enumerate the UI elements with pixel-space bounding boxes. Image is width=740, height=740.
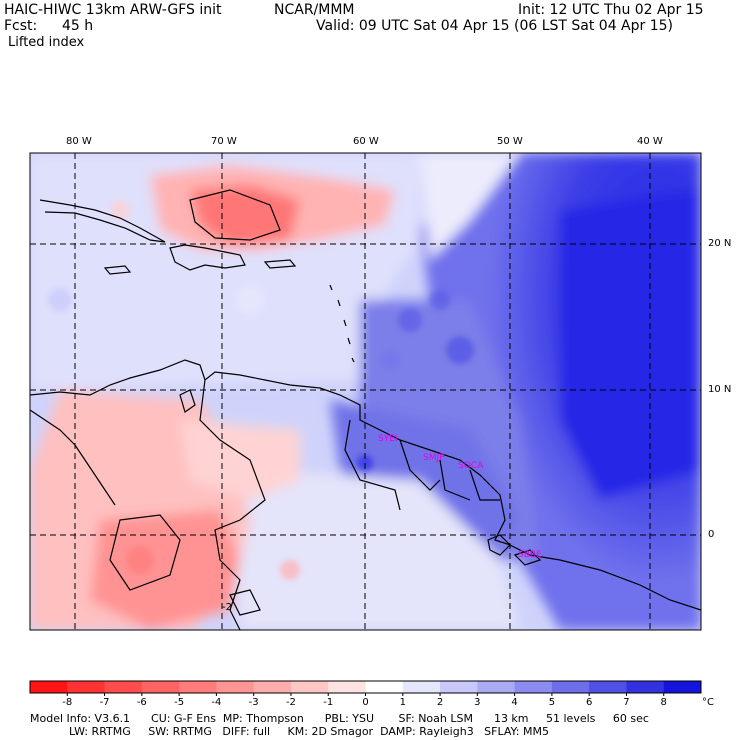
model-title: HAIC-HIWC 13km ARW-GFS init [4, 2, 222, 18]
colorbar-swatch [626, 681, 665, 693]
lon-label-70w: 70 W [211, 136, 237, 147]
colorbar-swatch [67, 681, 106, 693]
colorbar-tick-label: -7 [100, 697, 110, 708]
coastlines [30, 189, 701, 630]
colorbar-tick-label: 5 [549, 697, 555, 708]
colorbar-tick-label: 6 [586, 697, 592, 708]
map-frame [29, 152, 702, 631]
init-time: Init: 12 UTC Thu 02 Apr 15 [518, 2, 704, 18]
colorbar-tick-label: -1 [323, 697, 333, 708]
colorbar-swatch [253, 681, 292, 693]
colorbar-swatch [216, 681, 255, 693]
colorbar: -8 -7 -6 -5 -4 -3 -2 -1 0 1 2 3 4 5 6 7 8 °C [29, 680, 714, 708]
station-labels: SYEI SMJP SOCA SBBE [378, 434, 542, 560]
station-label-sbbe: SBBE [518, 550, 542, 560]
colorbar-tick-label: -5 [174, 697, 184, 708]
colorbar-swatch [179, 681, 217, 693]
colorbar-swatch [402, 681, 441, 693]
colorbar-swatch [328, 681, 366, 693]
contour-label: -2 [222, 602, 232, 613]
lon-label-50w: 50 W [497, 136, 523, 147]
colorbar-swatch [589, 681, 627, 693]
lon-label-40w: 40 W [637, 136, 663, 147]
colorbar-tick-label: 8 [661, 697, 667, 708]
lat-label-10n: 10 N [708, 384, 732, 395]
colorbar-tick-label: 3 [474, 697, 480, 708]
colorbar-swatch [104, 681, 143, 693]
map-panel [30, 153, 701, 630]
station-label-smjp: SMJP [423, 453, 445, 463]
colorbar-tick-label: 0 [362, 697, 368, 708]
colorbar-swatch [551, 681, 590, 693]
lon-label-80w: 80 W [66, 136, 92, 147]
lon-label-60w: 60 W [353, 136, 379, 147]
colorbar-tick-label: -6 [137, 697, 147, 708]
colorbar-swatch [477, 681, 516, 693]
forecast-hour: 45 h [62, 18, 94, 34]
colorbar-swatch [440, 681, 478, 693]
colorbar-tick-label: 7 [623, 697, 629, 708]
colorbar-tick-label: -4 [211, 697, 221, 708]
lat-label-20n: 20 N [708, 238, 732, 249]
colorbar-swatch [141, 681, 180, 693]
colorbar-tick-label: -2 [286, 697, 296, 708]
station-label-soca: SOCA [458, 461, 484, 471]
field-name: Lifted index [8, 35, 85, 50]
colorbar-swatch [30, 681, 68, 693]
colorbar-unit: °C [702, 697, 714, 708]
valid-time: Valid: 09 UTC Sat 04 Apr 15 (06 LST Sat … [316, 18, 674, 34]
colorbar-swatch [663, 681, 702, 693]
colorbar-tick-label: 2 [437, 697, 443, 708]
colorbar-swatch [365, 681, 404, 693]
model-info-line1: Model Info: V3.6.1 CU: G-F Ens MP: Thomp… [30, 712, 649, 725]
colorbar-swatch [514, 681, 553, 693]
org-label: NCAR/MMM [274, 2, 355, 18]
lat-lon-grid [30, 153, 701, 630]
model-info-line2: LW: RRTMG SW: RRTMG DIFF: full KM: 2D Sm… [69, 725, 549, 738]
colorbar-tick-label: 4 [511, 697, 517, 708]
colorbar-swatch [290, 681, 329, 693]
colorbar-tick-label: -3 [249, 697, 259, 708]
forecast-label: Fcst: [4, 18, 38, 34]
colorbar-tick-label: -8 [62, 697, 72, 708]
colorbar-tick-label: 1 [400, 697, 406, 708]
lat-label-0: 0 [708, 529, 715, 540]
station-label-syei: SYEI [378, 434, 398, 444]
